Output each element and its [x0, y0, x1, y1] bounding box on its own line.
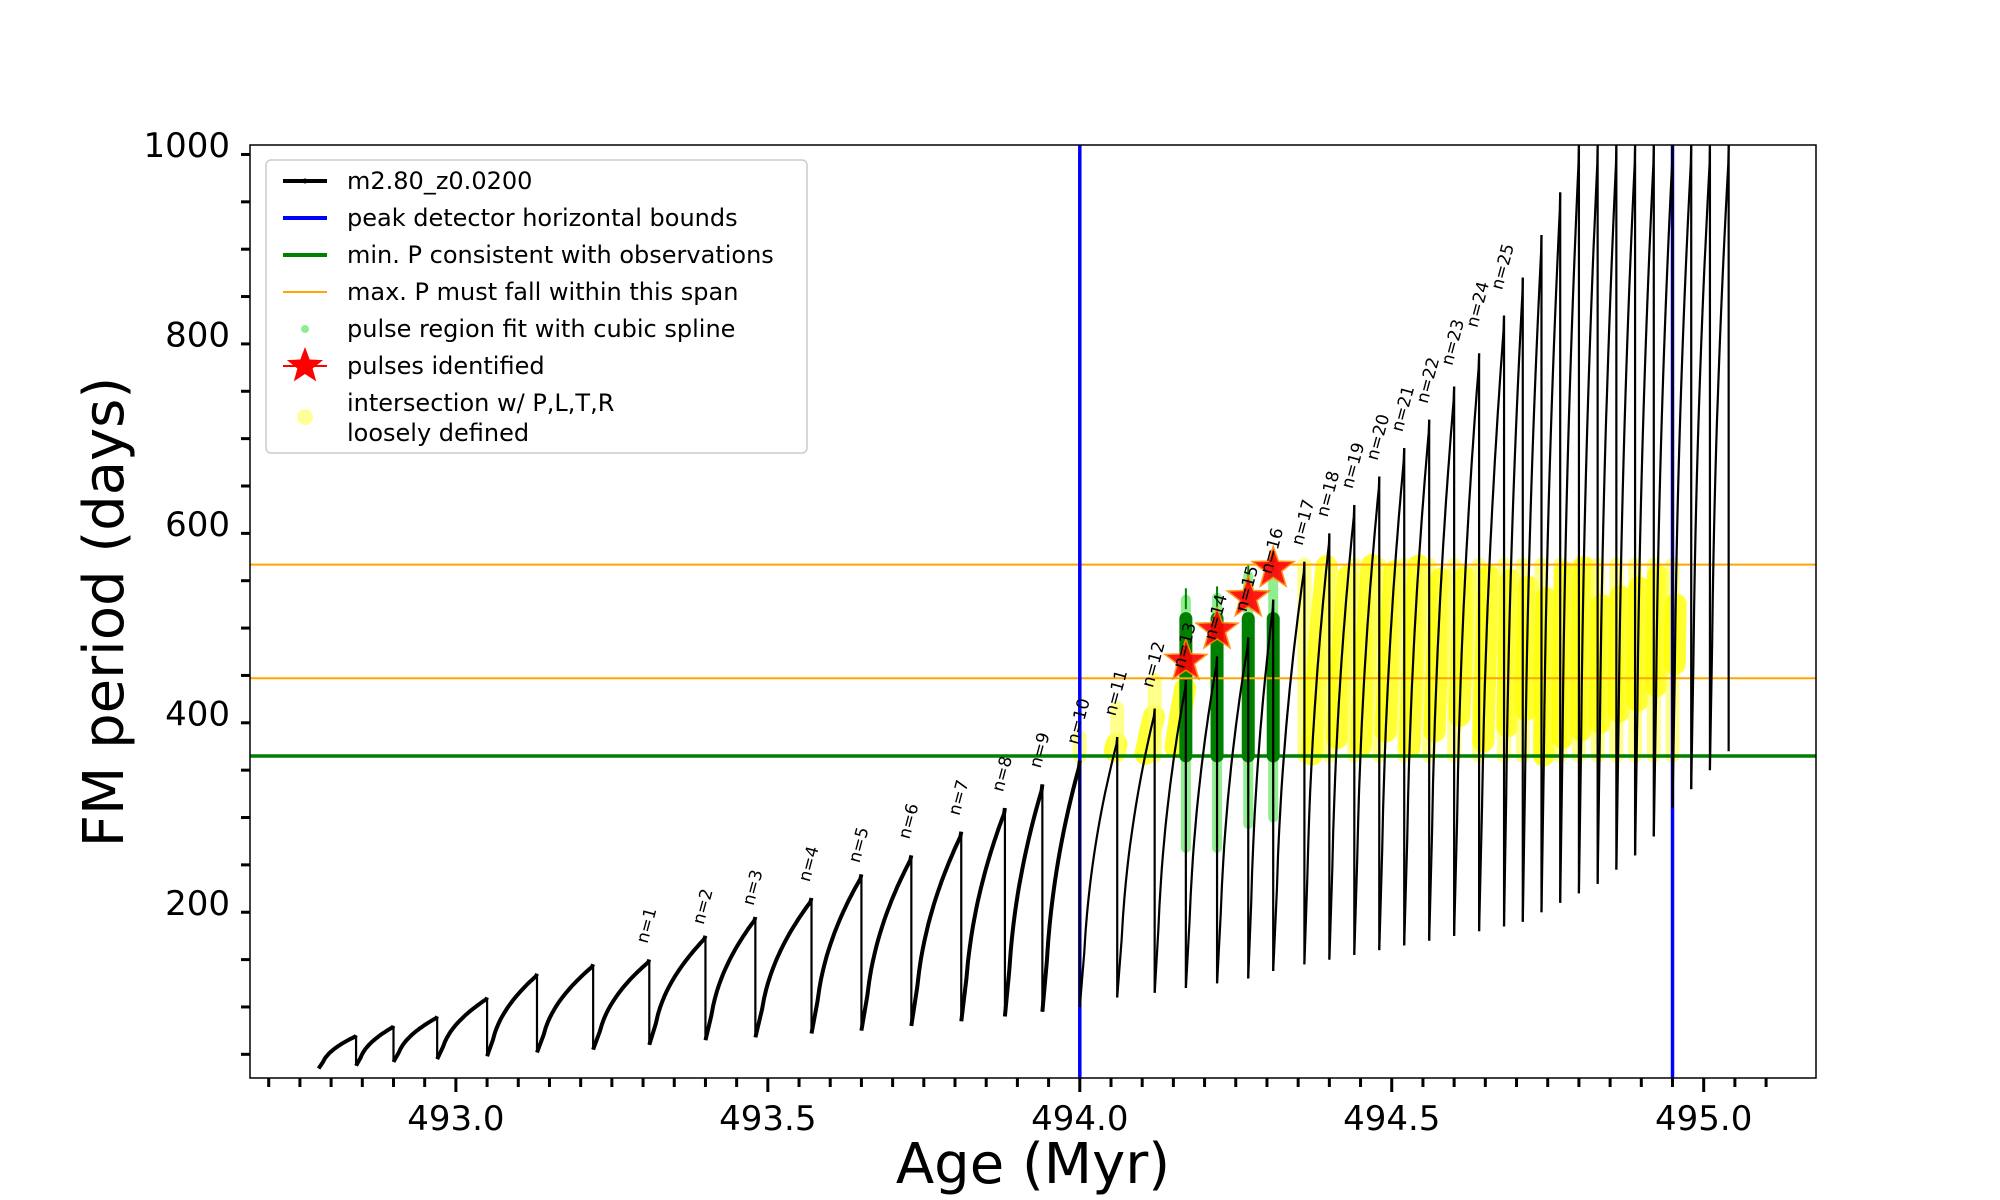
evolution-track-segment [1540, 192, 1562, 913]
evolution-track-segment [1708, 145, 1730, 771]
evolution-track-segment [485, 973, 539, 1057]
y-tick-label: 1000 [143, 126, 230, 166]
evolution-track-segment [1303, 533, 1331, 965]
evolution-track-segment [859, 854, 914, 1031]
legend-label: min. P consistent with observations [347, 241, 774, 269]
legend-dot-marker [301, 325, 309, 333]
legend-star-marker [286, 347, 324, 382]
pulse-identified-star [1250, 544, 1297, 588]
evolution-track-segment [1216, 637, 1250, 984]
x-tick-label: 495.0 [1655, 1099, 1752, 1139]
legend-label: pulse region fit with cubic spline [347, 315, 735, 343]
pulse-identified-star [1162, 636, 1209, 681]
evolution-track-segment [1184, 656, 1219, 989]
evolution-track-segment [1521, 234, 1543, 922]
evolution-track-segment [959, 807, 1007, 1022]
y-tick-label: 200 [165, 884, 230, 924]
evolution-track-segment [354, 1024, 396, 1067]
pulse-identified-star [1225, 573, 1272, 618]
evolution-track-segment [1153, 680, 1187, 993]
evolution-track-segment [1002, 784, 1045, 1017]
legend-label: m2.80_z0.0200 [347, 167, 532, 195]
evolution-track-segment [1652, 145, 1674, 837]
evolution-track-segment [647, 935, 708, 1046]
legend-label: loosely defined [347, 419, 529, 447]
x-axis: 493.0 493.5 494.0 494.5 495.0 [267, 1078, 1768, 1139]
evolution-track-segment [1596, 145, 1618, 884]
x-tick-label: 493.5 [719, 1099, 816, 1139]
pulse-identified-star [1193, 605, 1241, 650]
evolution-track-segment [1403, 419, 1431, 946]
evolution-track-segment [1378, 448, 1406, 951]
legend-dot-marker [302, 178, 308, 184]
evolution-track-segment [753, 897, 814, 1038]
legend-circle-marker [297, 409, 313, 425]
plot-frame [249, 144, 1817, 1079]
evolution-track-segment [1116, 708, 1156, 998]
legend-box [265, 159, 808, 454]
evolution-track-segment [391, 1015, 439, 1063]
legend-label: pulses identified [347, 352, 545, 380]
y-axis: 200 400 600 800 1000 [143, 126, 250, 1056]
plot-area [250, 145, 1816, 1078]
evolution-track-segment [1078, 736, 1119, 1008]
evolution-track-segment [1272, 561, 1306, 972]
evolution-track-segment [1453, 353, 1481, 936]
evolution-track-segment [1478, 315, 1506, 932]
evolution-track-segment [316, 1034, 358, 1070]
evolution-track-segment [1428, 386, 1456, 941]
legend-label: peak detector horizontal bounds [347, 204, 738, 232]
evolution-track-segment [1615, 145, 1637, 870]
evolution-track-segment [1671, 145, 1693, 809]
x-tick-label: 494.5 [1343, 1099, 1440, 1139]
evolution-track-segment [1502, 277, 1524, 927]
x-tick-label: 493.0 [407, 1099, 504, 1139]
evolution-track-segment [591, 958, 652, 1051]
evolution-track-segment [1040, 760, 1082, 1012]
y-tick-label: 600 [165, 505, 230, 545]
x-tick-label: 494.0 [1031, 1099, 1128, 1139]
evolution-track-segment [435, 996, 489, 1060]
evolution-track-segment [1353, 476, 1381, 955]
evolution-track-segment [1690, 145, 1711, 790]
evolution-track-segment [535, 963, 595, 1054]
evolution-track-segment [1559, 145, 1580, 903]
y-axis-title: FM period (days) [72, 377, 137, 847]
evolution-track-segment [1634, 145, 1655, 856]
evolution-track-segment [1247, 599, 1275, 979]
evolution-track-segment [809, 873, 864, 1034]
evolution-track-segment [1328, 504, 1356, 960]
x-axis-title: Age (Myr) [896, 1132, 1170, 1197]
evolution-track-segment [1577, 145, 1599, 894]
y-tick-label: 800 [165, 315, 230, 355]
legend-label: max. P must fall within this span [347, 278, 738, 306]
evolution-track-layer [316, 145, 1730, 1070]
evolution-track-segment [703, 916, 758, 1041]
evolution-track-segment [909, 831, 964, 1027]
y-tick-label: 400 [165, 694, 230, 734]
legend-label: intersection w/ P,L,T,R [347, 389, 614, 417]
pulses-identified-layer [1162, 544, 1297, 681]
